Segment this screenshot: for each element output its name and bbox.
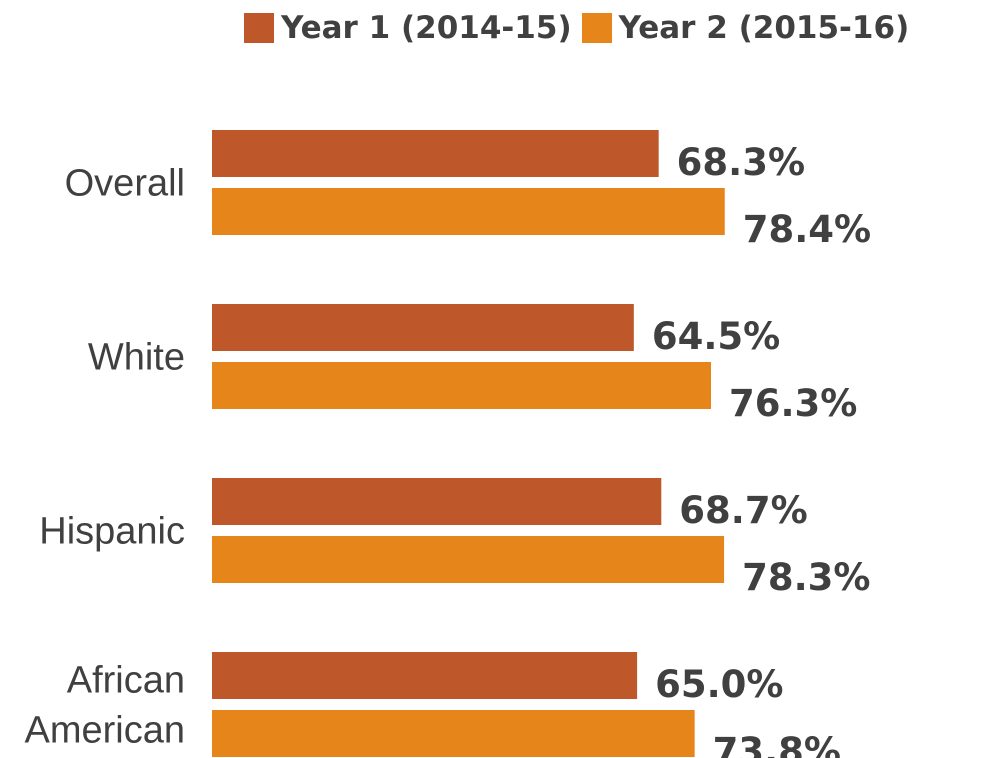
- bar-hispanic-year-1: [212, 478, 662, 525]
- category-label-hispanic: Hispanic: [39, 511, 185, 553]
- legend-swatch-year-1: [244, 13, 274, 43]
- bar-white-year-1: [212, 304, 634, 351]
- data-label-hispanic-year-1: 68.7%: [679, 489, 807, 532]
- legend-item-year-1: Year 1 (2014-15): [244, 10, 572, 46]
- bar-overall-year-2: [212, 188, 725, 235]
- data-label-african-american-year-1: 65.0%: [655, 663, 783, 706]
- bar-hispanic-year-2: [212, 536, 725, 583]
- bar-overall-year-1: [212, 130, 659, 177]
- bar-african-american-year-2: [212, 710, 695, 757]
- bar-white-year-2: [212, 362, 712, 409]
- category-label-african-american-line-2: American: [25, 710, 186, 752]
- legend-label-year-2: Year 2 (2015-16): [618, 10, 910, 46]
- category-label-african-american-line-1: African: [67, 660, 185, 702]
- category-label-overall: Overall: [65, 163, 185, 205]
- legend-item-year-2: Year 2 (2015-16): [581, 10, 910, 46]
- data-label-african-american-year-2: 73.8%: [713, 730, 841, 758]
- legend-label-year-1: Year 1 (2014-15): [281, 10, 572, 46]
- data-label-overall-year-1: 68.3%: [677, 141, 805, 184]
- chart-legend: Year 1 (2014-15) Year 2 (2015-16): [244, 8, 919, 48]
- bar-african-american-year-1: [212, 652, 638, 699]
- data-label-overall-year-2: 78.4%: [743, 208, 871, 251]
- legend-swatch-year-2: [581, 13, 612, 43]
- data-label-hispanic-year-2: 78.3%: [742, 556, 870, 599]
- category-label-white: White: [88, 337, 185, 379]
- data-label-white-year-1: 64.5%: [652, 315, 780, 358]
- data-label-white-year-2: 76.3%: [729, 382, 857, 425]
